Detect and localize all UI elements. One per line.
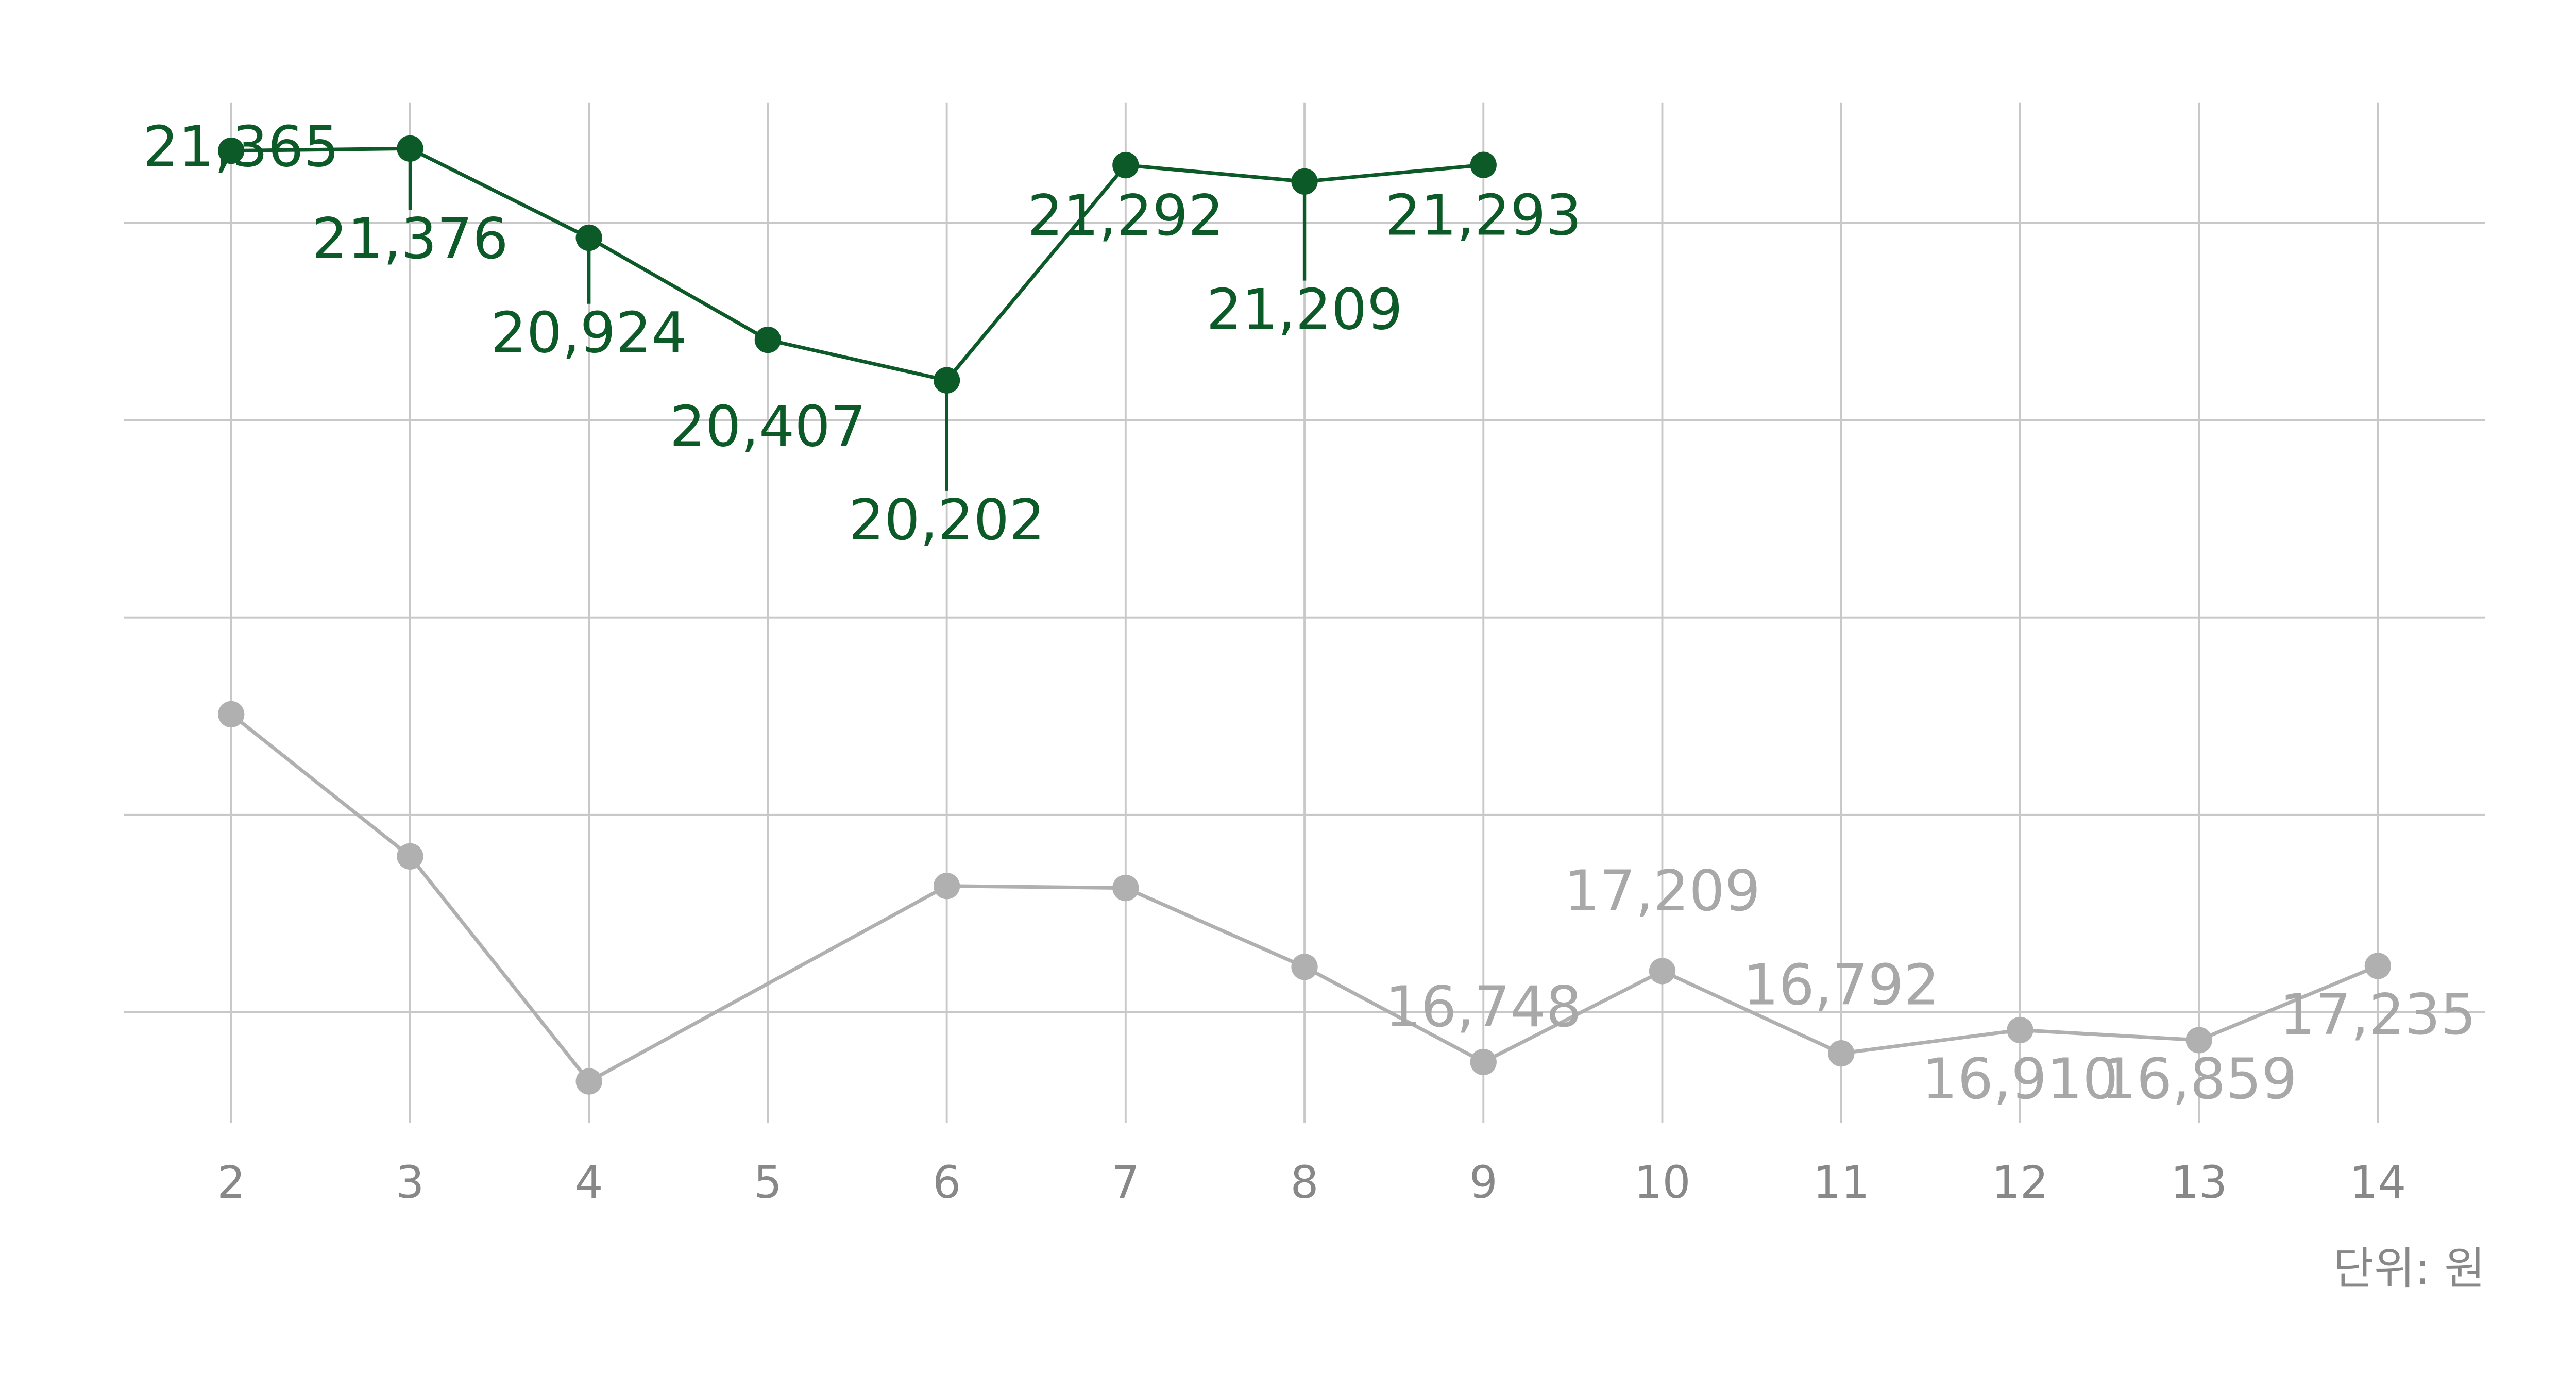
point <box>1112 151 1139 179</box>
data-label: 21,293 <box>1385 183 1582 248</box>
x-tick-label: 7 <box>1111 1157 1140 1209</box>
x-tick-label: 14 <box>2349 1157 2406 1209</box>
x-tick-label: 6 <box>933 1157 961 1209</box>
point <box>397 135 423 162</box>
point <box>2364 953 2392 979</box>
point <box>2007 1016 2033 1044</box>
data-label: 16,859 <box>2101 1046 2297 1112</box>
point <box>218 137 245 164</box>
x-tick-label: 9 <box>1469 1157 1498 1209</box>
x-tick-label: 10 <box>1634 1157 1690 1209</box>
point <box>1291 168 1318 195</box>
x-tick-label: 2 <box>217 1157 245 1209</box>
x-tick-label: 8 <box>1291 1157 1319 1209</box>
data-label: 21,376 <box>312 206 508 272</box>
point <box>1470 151 1497 178</box>
point <box>575 224 602 251</box>
data-label: 20,407 <box>670 394 866 460</box>
point <box>1470 1048 1497 1076</box>
point <box>1291 954 1318 980</box>
x-tick-label: 5 <box>754 1157 782 1209</box>
data-label: 21,292 <box>1027 183 1224 248</box>
point <box>218 701 245 728</box>
unit-label: 단위: 원 <box>2333 1243 2485 1295</box>
point <box>575 1068 602 1095</box>
x-tick-label: 11 <box>1813 1157 1870 1209</box>
point <box>397 843 423 870</box>
data-label: 21,365 <box>143 114 339 179</box>
gap-connector <box>588 884 948 1083</box>
data-label: 20,924 <box>491 300 687 366</box>
data-label: 20,202 <box>849 487 1045 553</box>
data-label: 17,235 <box>2280 982 2476 1047</box>
point <box>933 873 960 900</box>
x-tick-label: 4 <box>575 1157 603 1209</box>
point <box>933 367 960 394</box>
series-line <box>231 146 1484 383</box>
data-label: 16,792 <box>1743 952 1939 1017</box>
data-label: 16,910 <box>1922 1046 2118 1112</box>
data-label: 21,209 <box>1206 277 1402 343</box>
point <box>1649 958 1676 985</box>
data-label: 16,748 <box>1385 974 1582 1040</box>
x-tick-label: 12 <box>1992 1157 2048 1209</box>
x-tick-label: 3 <box>396 1157 424 1209</box>
point <box>1828 1040 1855 1067</box>
point <box>754 326 782 353</box>
data-label: 17,209 <box>1564 858 1760 924</box>
point <box>1112 874 1139 902</box>
point <box>2185 1027 2212 1054</box>
x-tick-label: 13 <box>2171 1157 2227 1209</box>
